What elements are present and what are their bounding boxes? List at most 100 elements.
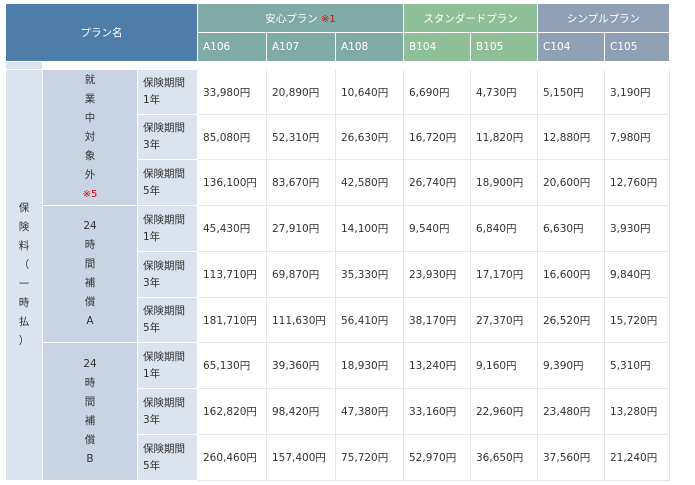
price-cell: 16,720円 [403,114,471,160]
price-cell: 111,630円 [266,297,336,343]
period-years: 1年 [143,230,161,243]
price-cell: 26,630円 [335,114,404,160]
period-label: 保険期間 [143,167,185,180]
price-cell: 33,980円 [197,69,267,115]
price-cell: 75,720円 [335,434,404,481]
period-label: 保険期間 [143,396,185,409]
premium-label-char: 一 [18,278,30,290]
plan-code: A107 [266,32,336,62]
price-cell: 4,730円 [470,69,538,115]
group-label-line: 補 [84,414,96,427]
premium-label-char: 払 [18,316,30,328]
standard-plan-header: スタンダードプラン [403,3,538,33]
group-label-line: B [86,452,94,465]
period-years: 1年 [143,367,161,380]
group-label-line: 外 [84,169,96,181]
price-cell: 52,970円 [403,434,471,481]
period-years: 3年 [143,139,161,151]
table-row: 保険期間 5年 181,710円 111,630円 56,410円 38,170円… [6,297,670,343]
spacer-cell [537,61,605,70]
price-cell: 9,160円 [470,342,538,389]
spacer-cell [266,61,336,70]
price-cell: 113,710円 [197,251,267,298]
insurance-period: 保険期間 1年 [137,342,198,389]
insurance-period: 保険期間 1年 [137,69,198,115]
insurance-period: 保険期間 3年 [137,114,198,160]
simple-plan-header: シンプルプラン [537,3,670,33]
price-cell: 39,360円 [266,342,336,389]
price-cell: 20,600円 [537,159,605,206]
price-cell: 85,080円 [197,114,267,160]
spacer-cell [335,61,404,70]
price-cell: 3,930円 [604,205,670,252]
price-cell: 22,960円 [470,388,538,435]
premium-lump-sum-label: 保 険 料 （ 一 時 払 ） [5,69,43,481]
price-cell: 42,580円 [335,159,404,206]
period-years: 1年 [143,94,161,106]
price-cell: 18,900円 [470,159,538,206]
price-cell: 9,540円 [403,205,471,252]
price-cell: 6,840円 [470,205,538,252]
table-row: 24 時 間 補 償 A 保険期間 1年 45,430円 27,910円 14,1… [6,205,670,343]
price-cell: 98,420円 [266,388,336,435]
group-label-line: 間 [84,395,96,408]
table-row: 保険期間 3年 113,710円 69,870円 35,330円 23,930円 … [6,251,670,298]
table-row: 保険期間 5年 136,100円 83,670円 42,580円 26,740円 … [6,159,670,206]
group-label-line: 業 [84,93,96,105]
plan-code: C104 [537,32,605,62]
price-cell: 27,910円 [266,205,336,252]
group-note: ※5 [82,189,98,200]
price-cell: 157,400円 [266,434,336,481]
price-cell: 13,240円 [403,342,471,389]
spacer-cell [403,61,471,70]
price-cell: 12,880円 [537,114,605,160]
group-label-line: 中 [84,112,96,124]
price-cell: 35,330円 [335,251,404,298]
price-cell: 56,410円 [335,297,404,343]
group-label-line: 対 [84,131,96,143]
spacer-cell [604,61,670,70]
period-label: 保険期間 [143,213,185,226]
price-cell: 52,310円 [266,114,336,160]
price-cell: 45,430円 [197,205,267,252]
plan-code: B104 [403,32,471,62]
period-label: 保険期間 [143,259,185,272]
period-years: 5年 [143,184,161,197]
price-cell: 11,820円 [470,114,538,160]
spacer-cell [137,61,198,70]
period-years: 3年 [143,276,161,289]
price-cell: 12,760円 [604,159,670,206]
spacer-cell [42,61,138,70]
group-label-line: 補 [84,277,96,289]
period-years: 5年 [143,322,161,334]
price-cell: 6,630円 [537,205,605,252]
group-label-line: 償 [84,296,96,308]
group-label-line: 時 [84,239,96,251]
price-cell: 23,480円 [537,388,605,435]
period-label: 保険期間 [143,350,185,363]
spacer-cell [5,61,43,70]
period-years: 3年 [143,413,161,426]
price-cell: 9,390円 [537,342,605,389]
price-cell: 14,100円 [335,205,404,252]
plan-name-header: プラン名 [5,3,198,62]
period-years: 5年 [143,459,161,472]
price-cell: 26,740円 [403,159,471,206]
price-cell: 15,720円 [604,297,670,343]
price-cell: 47,380円 [335,388,404,435]
insurance-period: 保険期間 3年 [137,388,198,435]
price-cell: 136,100円 [197,159,267,206]
coverage-group-label: 24 時 間 補 償 B [42,342,138,481]
plan-code: C105 [604,32,670,62]
price-cell: 16,600円 [537,251,605,298]
premium-label-char: 時 [18,297,30,309]
price-cell: 10,640円 [335,69,404,115]
simple-plan-label: シンプルプラン [566,12,641,25]
anshin-plan-header: 安心プラン ※1 [197,3,404,33]
group-label-line: 間 [84,258,96,270]
premium-label-char: （ [18,259,30,271]
period-label: 保険期間 [143,305,185,317]
plan-header-row: プラン名 安心プラン ※1 スタンダードプラン シンプルプラン [5,3,670,62]
period-label: 保険期間 [143,77,185,89]
